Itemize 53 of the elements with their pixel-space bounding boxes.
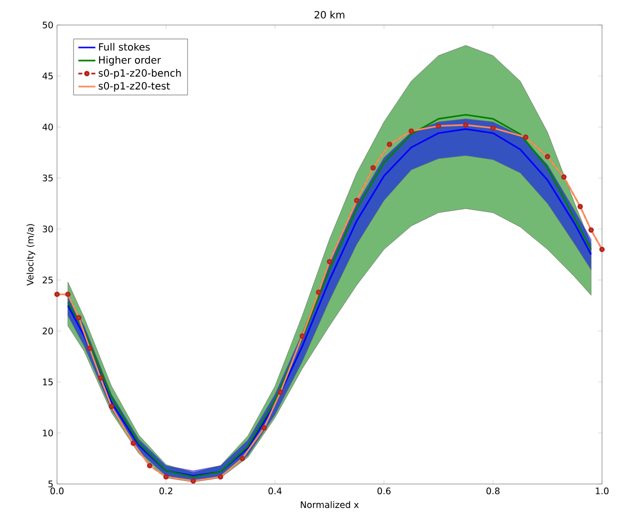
legend-label: s0-p1-z20-bench <box>98 69 181 79</box>
x-axis-title: Normalized x <box>300 501 359 508</box>
point <box>354 198 360 204</box>
point <box>108 404 114 410</box>
y-tick-label: 35 <box>42 174 53 182</box>
y-tick-label: 10 <box>43 430 53 436</box>
point <box>218 474 224 480</box>
point <box>300 333 305 339</box>
x-tick-label: 0.4 <box>268 488 282 494</box>
point <box>76 315 82 320</box>
x-tick-label: 1.0 <box>596 488 609 494</box>
point <box>523 134 528 140</box>
legend-label: s0-p1-z20-test <box>98 82 170 92</box>
y-tick-label: 5 <box>48 480 53 488</box>
point <box>386 142 392 148</box>
point <box>588 227 594 233</box>
point <box>146 462 152 468</box>
point <box>98 375 104 381</box>
y-tick-label: 40 <box>42 124 53 130</box>
y-tick-label: 50 <box>42 22 53 28</box>
point <box>87 346 92 352</box>
x-tick-label: 0.0 <box>50 488 64 494</box>
y-tick-label: 20 <box>42 328 53 334</box>
point <box>326 258 332 264</box>
y-tick-label: 45 <box>42 72 53 80</box>
chart-title: 20 km <box>314 10 344 18</box>
point <box>54 292 60 297</box>
y-tick-label: 25 <box>42 276 53 284</box>
point <box>436 123 442 129</box>
point <box>370 165 376 170</box>
point <box>316 290 322 295</box>
point <box>599 246 605 252</box>
point <box>408 128 414 134</box>
point <box>561 174 567 180</box>
y-tick-label: 15 <box>43 378 53 386</box>
point <box>261 425 267 431</box>
legend-label: Higher order <box>99 56 162 66</box>
point <box>490 125 496 131</box>
x-tick-label: 0.8 <box>486 488 500 494</box>
x-tick-label: 0.6 <box>377 488 391 494</box>
point <box>163 474 169 480</box>
y-axis-title: Velocity (m/a) <box>26 224 36 286</box>
legend-label: Full stokes <box>99 42 150 51</box>
point <box>544 154 550 160</box>
point <box>190 478 196 484</box>
x-tick-label: 0.2 <box>159 488 172 494</box>
point <box>65 292 71 297</box>
point <box>130 440 136 446</box>
point <box>463 122 468 128</box>
point <box>240 456 245 462</box>
y-tick-label: 30 <box>42 226 53 232</box>
point <box>578 204 583 210</box>
point <box>278 390 284 395</box>
